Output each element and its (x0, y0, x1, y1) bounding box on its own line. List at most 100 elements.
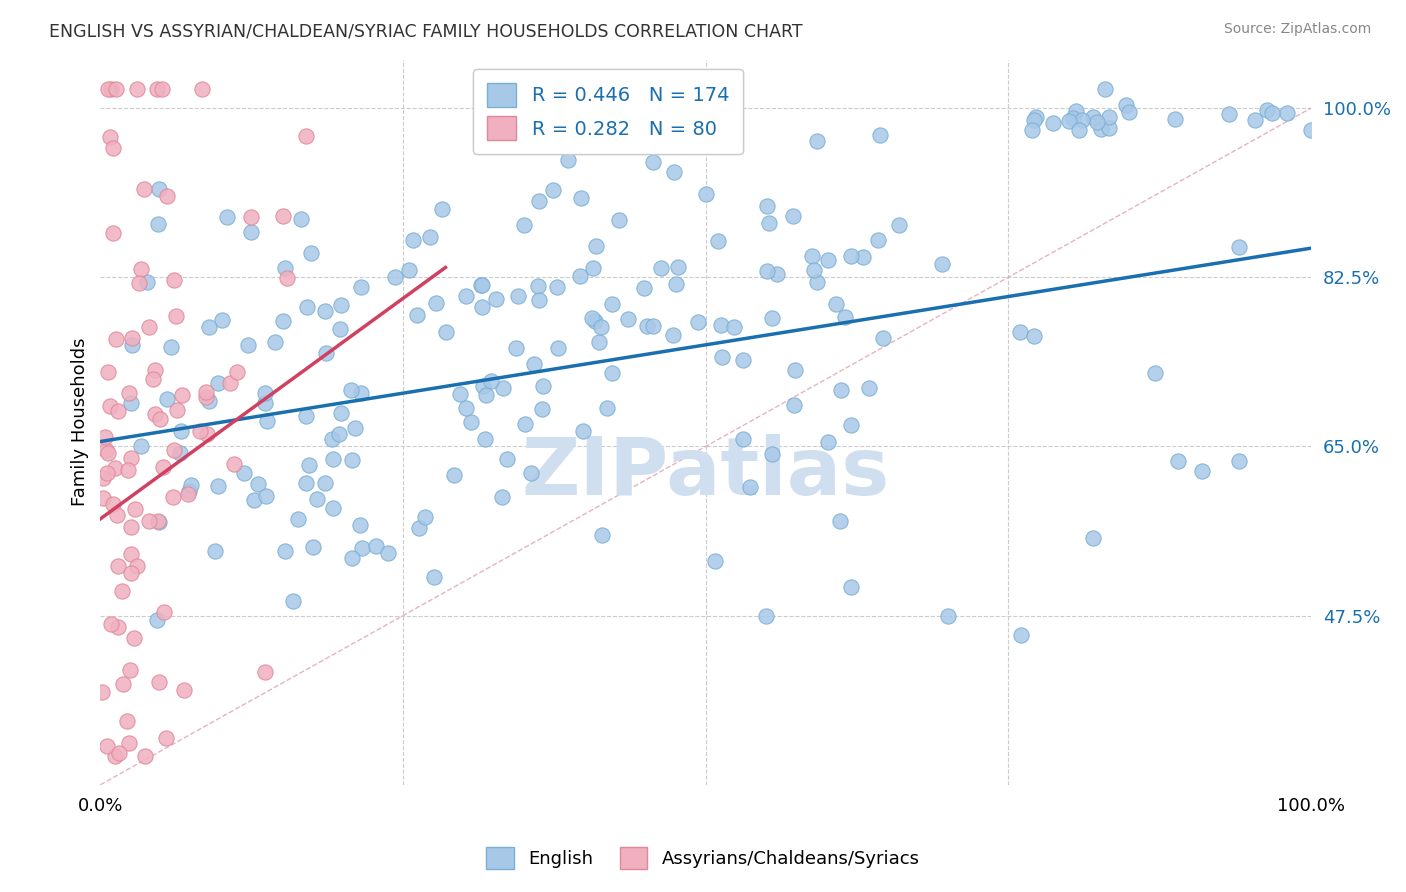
Point (1277, 105, 1299, 120)
Point (138, 320, 160, 334)
Point (322, 501, 344, 516)
Point (162, 491, 184, 505)
Point (704, 554, 727, 568)
Point (264, 335, 287, 350)
Point (422, 570, 444, 584)
Point (491, 491, 513, 505)
Point (408, 521, 430, 535)
Point (146, 217, 169, 231)
Point (758, 216, 780, 230)
Point (1090, 122, 1112, 136)
Point (253, 396, 276, 410)
Point (841, 249, 863, 263)
Point (1244, 112, 1267, 127)
Point (1118, 104, 1140, 119)
Point (617, 312, 640, 326)
Point (349, 518, 371, 533)
Point (756, 263, 779, 277)
Point (783, 398, 806, 412)
Text: Source: ZipAtlas.com: Source: ZipAtlas.com (1223, 22, 1371, 37)
Point (91, 471, 114, 485)
Point (190, 424, 212, 438)
Point (801, 249, 824, 263)
Point (121, 331, 143, 345)
Point (434, 325, 457, 339)
Point (1163, 112, 1185, 126)
Point (782, 209, 804, 223)
Point (806, 275, 828, 289)
Point (460, 415, 482, 429)
Point (479, 374, 502, 388)
Point (103, 226, 125, 240)
Point (1261, 106, 1284, 120)
Point (384, 269, 406, 284)
Point (589, 320, 612, 334)
Point (852, 251, 875, 265)
Point (1094, 81, 1116, 95)
Point (600, 366, 623, 380)
Point (377, 546, 399, 560)
Point (165, 310, 187, 324)
Text: ZIPatlas: ZIPatlas (522, 434, 890, 512)
Point (557, 153, 579, 168)
Point (148, 182, 170, 196)
Point (830, 383, 852, 397)
Point (297, 300, 319, 314)
Point (314, 304, 336, 318)
Point (256, 414, 278, 428)
Point (254, 489, 277, 503)
Point (419, 230, 441, 244)
Point (475, 388, 498, 402)
Point (96, 466, 118, 480)
Point (107, 620, 129, 634)
Point (1057, 113, 1080, 128)
Point (1299, 123, 1322, 137)
Point (456, 289, 478, 303)
Point (101, 141, 124, 155)
Point (710, 318, 733, 332)
Point (107, 746, 129, 760)
Point (350, 280, 373, 294)
Point (723, 320, 745, 334)
Point (330, 405, 353, 419)
Point (211, 312, 233, 326)
Point (1085, 114, 1108, 128)
Point (398, 263, 420, 277)
Point (839, 580, 862, 594)
Point (204, 544, 226, 558)
Point (1098, 110, 1121, 124)
Point (755, 608, 778, 623)
Point (111, 584, 134, 599)
Point (170, 424, 193, 438)
Point (146, 614, 169, 628)
Point (1062, 112, 1084, 126)
Point (107, 558, 129, 573)
Point (194, 384, 217, 399)
Point (96, 443, 118, 458)
Point (474, 432, 496, 446)
Point (207, 376, 229, 391)
Point (1218, 107, 1240, 121)
Point (636, 318, 658, 333)
Point (583, 314, 606, 328)
Point (163, 442, 186, 457)
Legend: English, Assyrians/Chaldeans/Syriacs: English, Assyrians/Chaldeans/Syriacs (478, 838, 928, 879)
Point (406, 308, 429, 322)
Point (91, 684, 114, 698)
Point (225, 365, 247, 379)
Point (569, 191, 592, 205)
Point (662, 328, 685, 343)
Point (191, 81, 214, 95)
Point (1227, 454, 1250, 468)
Point (240, 226, 263, 240)
Point (824, 297, 846, 311)
Y-axis label: Family Households: Family Households (72, 338, 89, 507)
Point (495, 451, 517, 466)
Point (100, 616, 122, 631)
Point (146, 514, 169, 528)
Point (321, 432, 343, 446)
Point (274, 260, 297, 275)
Point (485, 292, 508, 306)
Point (295, 409, 318, 423)
Point (101, 497, 124, 511)
